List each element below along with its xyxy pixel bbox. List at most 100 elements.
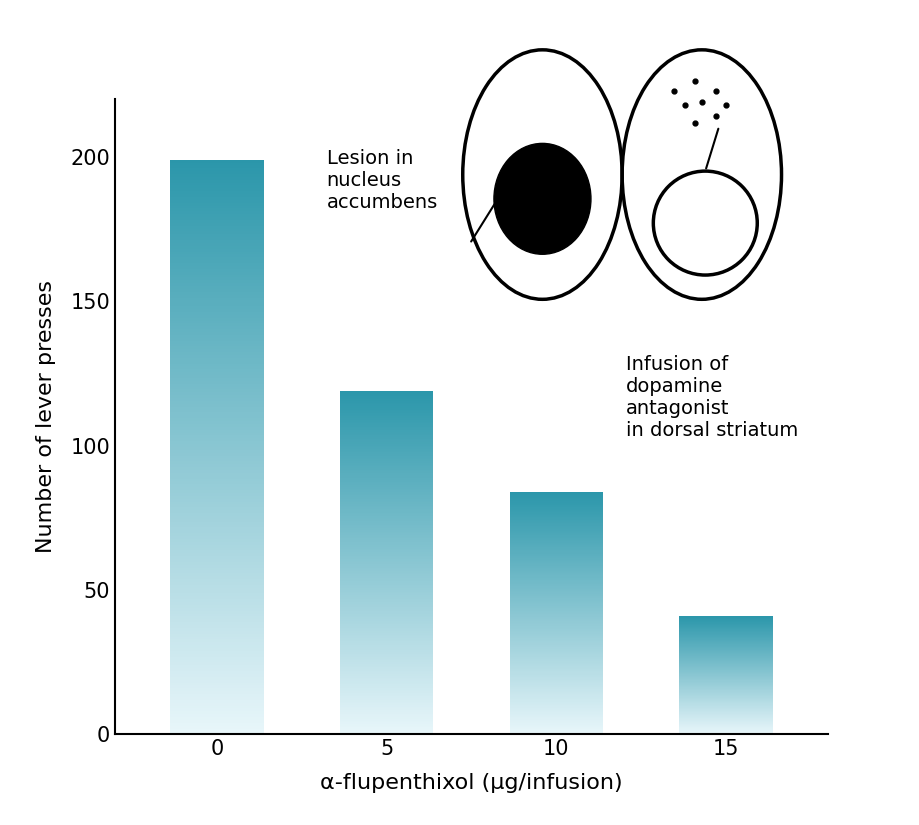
Bar bbox=[170, 292, 263, 295]
Bar bbox=[170, 653, 263, 657]
Bar bbox=[170, 587, 263, 591]
Bar bbox=[170, 415, 263, 418]
Bar bbox=[339, 714, 433, 715]
Bar bbox=[339, 602, 433, 604]
Bar bbox=[509, 655, 603, 657]
Bar bbox=[339, 539, 433, 540]
Bar bbox=[339, 582, 433, 583]
Bar bbox=[339, 531, 433, 533]
Bar bbox=[339, 585, 433, 587]
Bar bbox=[509, 544, 603, 545]
Bar bbox=[509, 685, 603, 686]
Bar bbox=[339, 628, 433, 629]
Bar bbox=[509, 589, 603, 590]
Bar bbox=[509, 550, 603, 551]
Bar bbox=[339, 452, 433, 455]
Bar bbox=[509, 634, 603, 636]
Bar bbox=[170, 568, 263, 570]
Bar bbox=[170, 714, 263, 717]
Bar bbox=[339, 604, 433, 606]
Bar bbox=[339, 427, 433, 428]
Bar bbox=[509, 639, 603, 641]
Bar bbox=[339, 537, 433, 539]
Bar bbox=[339, 403, 433, 404]
Bar bbox=[170, 182, 263, 186]
Bar bbox=[339, 645, 433, 647]
Bar bbox=[339, 506, 433, 507]
Bar bbox=[170, 525, 263, 527]
Bar bbox=[509, 705, 603, 706]
Bar bbox=[170, 312, 263, 315]
Bar bbox=[170, 194, 263, 197]
Bar bbox=[339, 595, 433, 596]
Bar bbox=[509, 563, 603, 564]
Bar bbox=[339, 523, 433, 525]
Bar bbox=[170, 631, 263, 634]
Bar bbox=[339, 598, 433, 601]
Bar bbox=[170, 668, 263, 671]
Bar bbox=[339, 544, 433, 545]
Bar bbox=[339, 704, 433, 705]
Bar bbox=[339, 690, 433, 691]
Bar bbox=[339, 526, 433, 528]
Bar bbox=[339, 480, 433, 482]
Bar bbox=[339, 634, 433, 636]
Bar bbox=[339, 550, 433, 552]
Bar bbox=[509, 704, 603, 705]
Bar bbox=[170, 188, 263, 191]
Bar bbox=[509, 507, 603, 509]
Bar bbox=[509, 686, 603, 687]
Bar bbox=[339, 469, 433, 471]
Bar bbox=[170, 467, 263, 470]
Bar bbox=[170, 639, 263, 643]
Bar bbox=[509, 532, 603, 533]
Bar bbox=[509, 548, 603, 549]
Bar bbox=[339, 688, 433, 690]
Bar bbox=[339, 710, 433, 712]
Bar bbox=[509, 626, 603, 628]
Bar bbox=[170, 476, 263, 478]
Bar bbox=[339, 655, 433, 657]
Bar bbox=[339, 528, 433, 530]
Bar bbox=[339, 415, 433, 417]
Bar bbox=[339, 449, 433, 450]
Bar bbox=[170, 168, 263, 171]
Bar bbox=[509, 711, 603, 713]
Bar bbox=[509, 710, 603, 711]
Bar bbox=[509, 654, 603, 655]
Bar bbox=[509, 706, 603, 708]
Bar bbox=[339, 566, 433, 568]
Bar bbox=[509, 703, 603, 704]
Bar bbox=[509, 595, 603, 596]
Bar bbox=[170, 521, 263, 525]
Bar bbox=[509, 701, 603, 703]
Bar bbox=[170, 542, 263, 544]
Bar bbox=[170, 709, 263, 711]
Bar bbox=[170, 461, 263, 464]
Bar bbox=[339, 639, 433, 642]
Bar bbox=[339, 686, 433, 688]
Bar bbox=[339, 512, 433, 514]
Bar bbox=[170, 200, 263, 203]
Bar bbox=[509, 567, 603, 568]
Bar bbox=[509, 575, 603, 577]
Bar bbox=[509, 732, 603, 733]
Bar bbox=[339, 580, 433, 582]
Bar bbox=[170, 352, 263, 355]
Bar bbox=[509, 646, 603, 647]
Bar bbox=[170, 550, 263, 554]
Bar bbox=[339, 720, 433, 722]
Bar bbox=[509, 551, 603, 553]
Bar bbox=[339, 496, 433, 497]
Bar bbox=[339, 647, 433, 648]
Bar bbox=[339, 552, 433, 554]
Bar bbox=[339, 578, 433, 580]
Bar bbox=[170, 223, 263, 226]
Bar bbox=[509, 596, 603, 597]
Bar bbox=[170, 246, 263, 248]
Bar bbox=[509, 539, 603, 540]
Bar bbox=[509, 546, 603, 548]
Bar bbox=[509, 562, 603, 563]
Bar bbox=[339, 601, 433, 602]
Bar bbox=[339, 468, 433, 469]
